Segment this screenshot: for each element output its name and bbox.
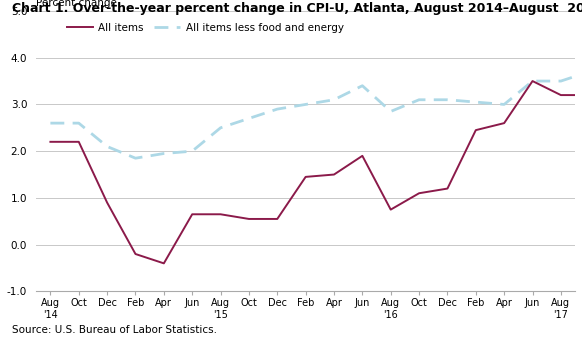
Text: Percent change: Percent change [36, 0, 117, 7]
Text: Chart 1. Over-the-year percent change in CPI-U, Atlanta, August 2014–August  201: Chart 1. Over-the-year percent change in… [12, 2, 582, 15]
Legend: All items, All items less food and energy: All items, All items less food and energ… [63, 19, 347, 37]
Text: Source: U.S. Bureau of Labor Statistics.: Source: U.S. Bureau of Labor Statistics. [12, 325, 217, 335]
